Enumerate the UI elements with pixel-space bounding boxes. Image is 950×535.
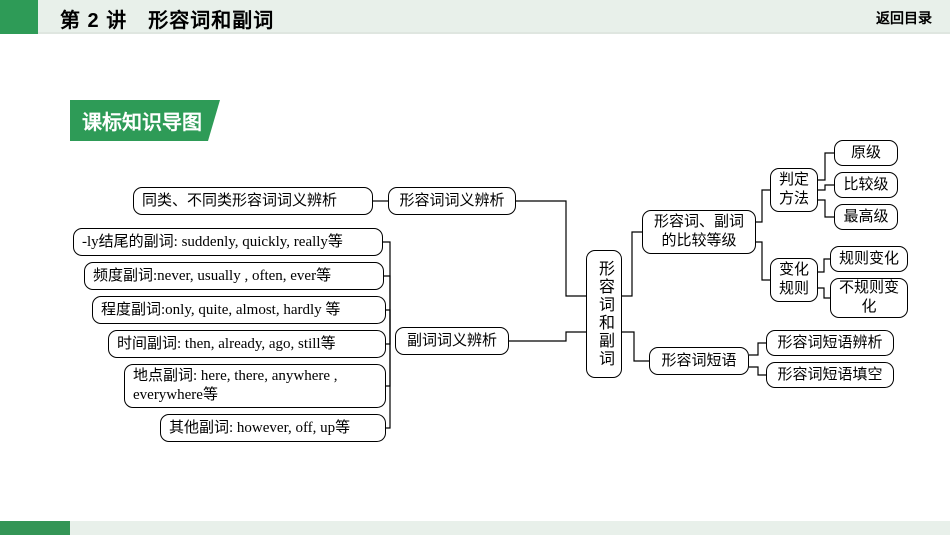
edge-cmp-rule	[756, 242, 770, 280]
edge-judge-comp	[818, 185, 834, 190]
node-adj_kinds: 同类、不同类形容词词义辨析	[133, 187, 373, 215]
edge-place-adv_sense	[386, 341, 390, 386]
node-pos: 原级	[834, 140, 898, 166]
edge-center-cmp	[622, 232, 642, 296]
node-irreg: 不规则变化	[830, 278, 908, 318]
node-rule: 变化规则	[770, 258, 818, 302]
section-badge: 课标知识导图	[70, 100, 220, 141]
edge-rule-irreg	[818, 288, 830, 298]
header-accent	[0, 0, 38, 34]
footer-bar	[0, 521, 950, 535]
edge-rule-reg	[818, 259, 830, 272]
edge-adv_sense-center	[509, 332, 586, 341]
node-adj_sense: 形容词词义辨析	[388, 187, 516, 215]
node-phrase: 形容词短语	[649, 347, 749, 375]
node-place: 地点副词: here, there, anywhere , everywhere…	[124, 364, 386, 408]
edge-time-adv_sense	[386, 341, 390, 344]
edge-phrase-ph_fill	[749, 367, 766, 375]
node-center: 形容词和副词	[586, 250, 622, 378]
return-toc-link[interactable]: 返回目录	[876, 8, 932, 28]
node-ph_sense: 形容词短语辨析	[766, 330, 894, 356]
node-comp: 比较级	[834, 172, 898, 198]
node-deg: 程度副词:only, quite, almost, hardly 等	[92, 296, 386, 324]
node-adv_sense: 副词词义辨析	[395, 327, 509, 355]
edge-cmp-judge	[756, 190, 770, 222]
lecture-title: 第 2 讲 形容词和副词	[60, 4, 274, 33]
edge-judge-pos	[818, 153, 834, 180]
node-time: 时间副词: then, already, ago, still等	[108, 330, 386, 358]
node-other: 其他副词: however, off, up等	[160, 414, 386, 442]
node-ph_fill: 形容词短语填空	[766, 362, 894, 388]
node-ly: -ly结尾的副词: suddenly, quickly, really等	[73, 228, 383, 256]
node-cmp: 形容词、副词的比较等级	[642, 210, 756, 254]
edge-center-phrase	[622, 332, 649, 361]
edge-ly-adv_sense	[383, 242, 390, 341]
edge-adj_sense-center	[516, 201, 586, 296]
node-reg: 规则变化	[830, 246, 908, 272]
node-freq: 频度副词:never, usually , often, ever等	[84, 262, 384, 290]
edge-other-adv_sense	[386, 341, 390, 428]
edge-judge-sup	[818, 200, 834, 217]
node-sup: 最高级	[834, 204, 898, 230]
edge-phrase-ph_sense	[749, 343, 766, 355]
node-judge: 判定方法	[770, 168, 818, 212]
edge-deg-adv_sense	[386, 310, 390, 341]
